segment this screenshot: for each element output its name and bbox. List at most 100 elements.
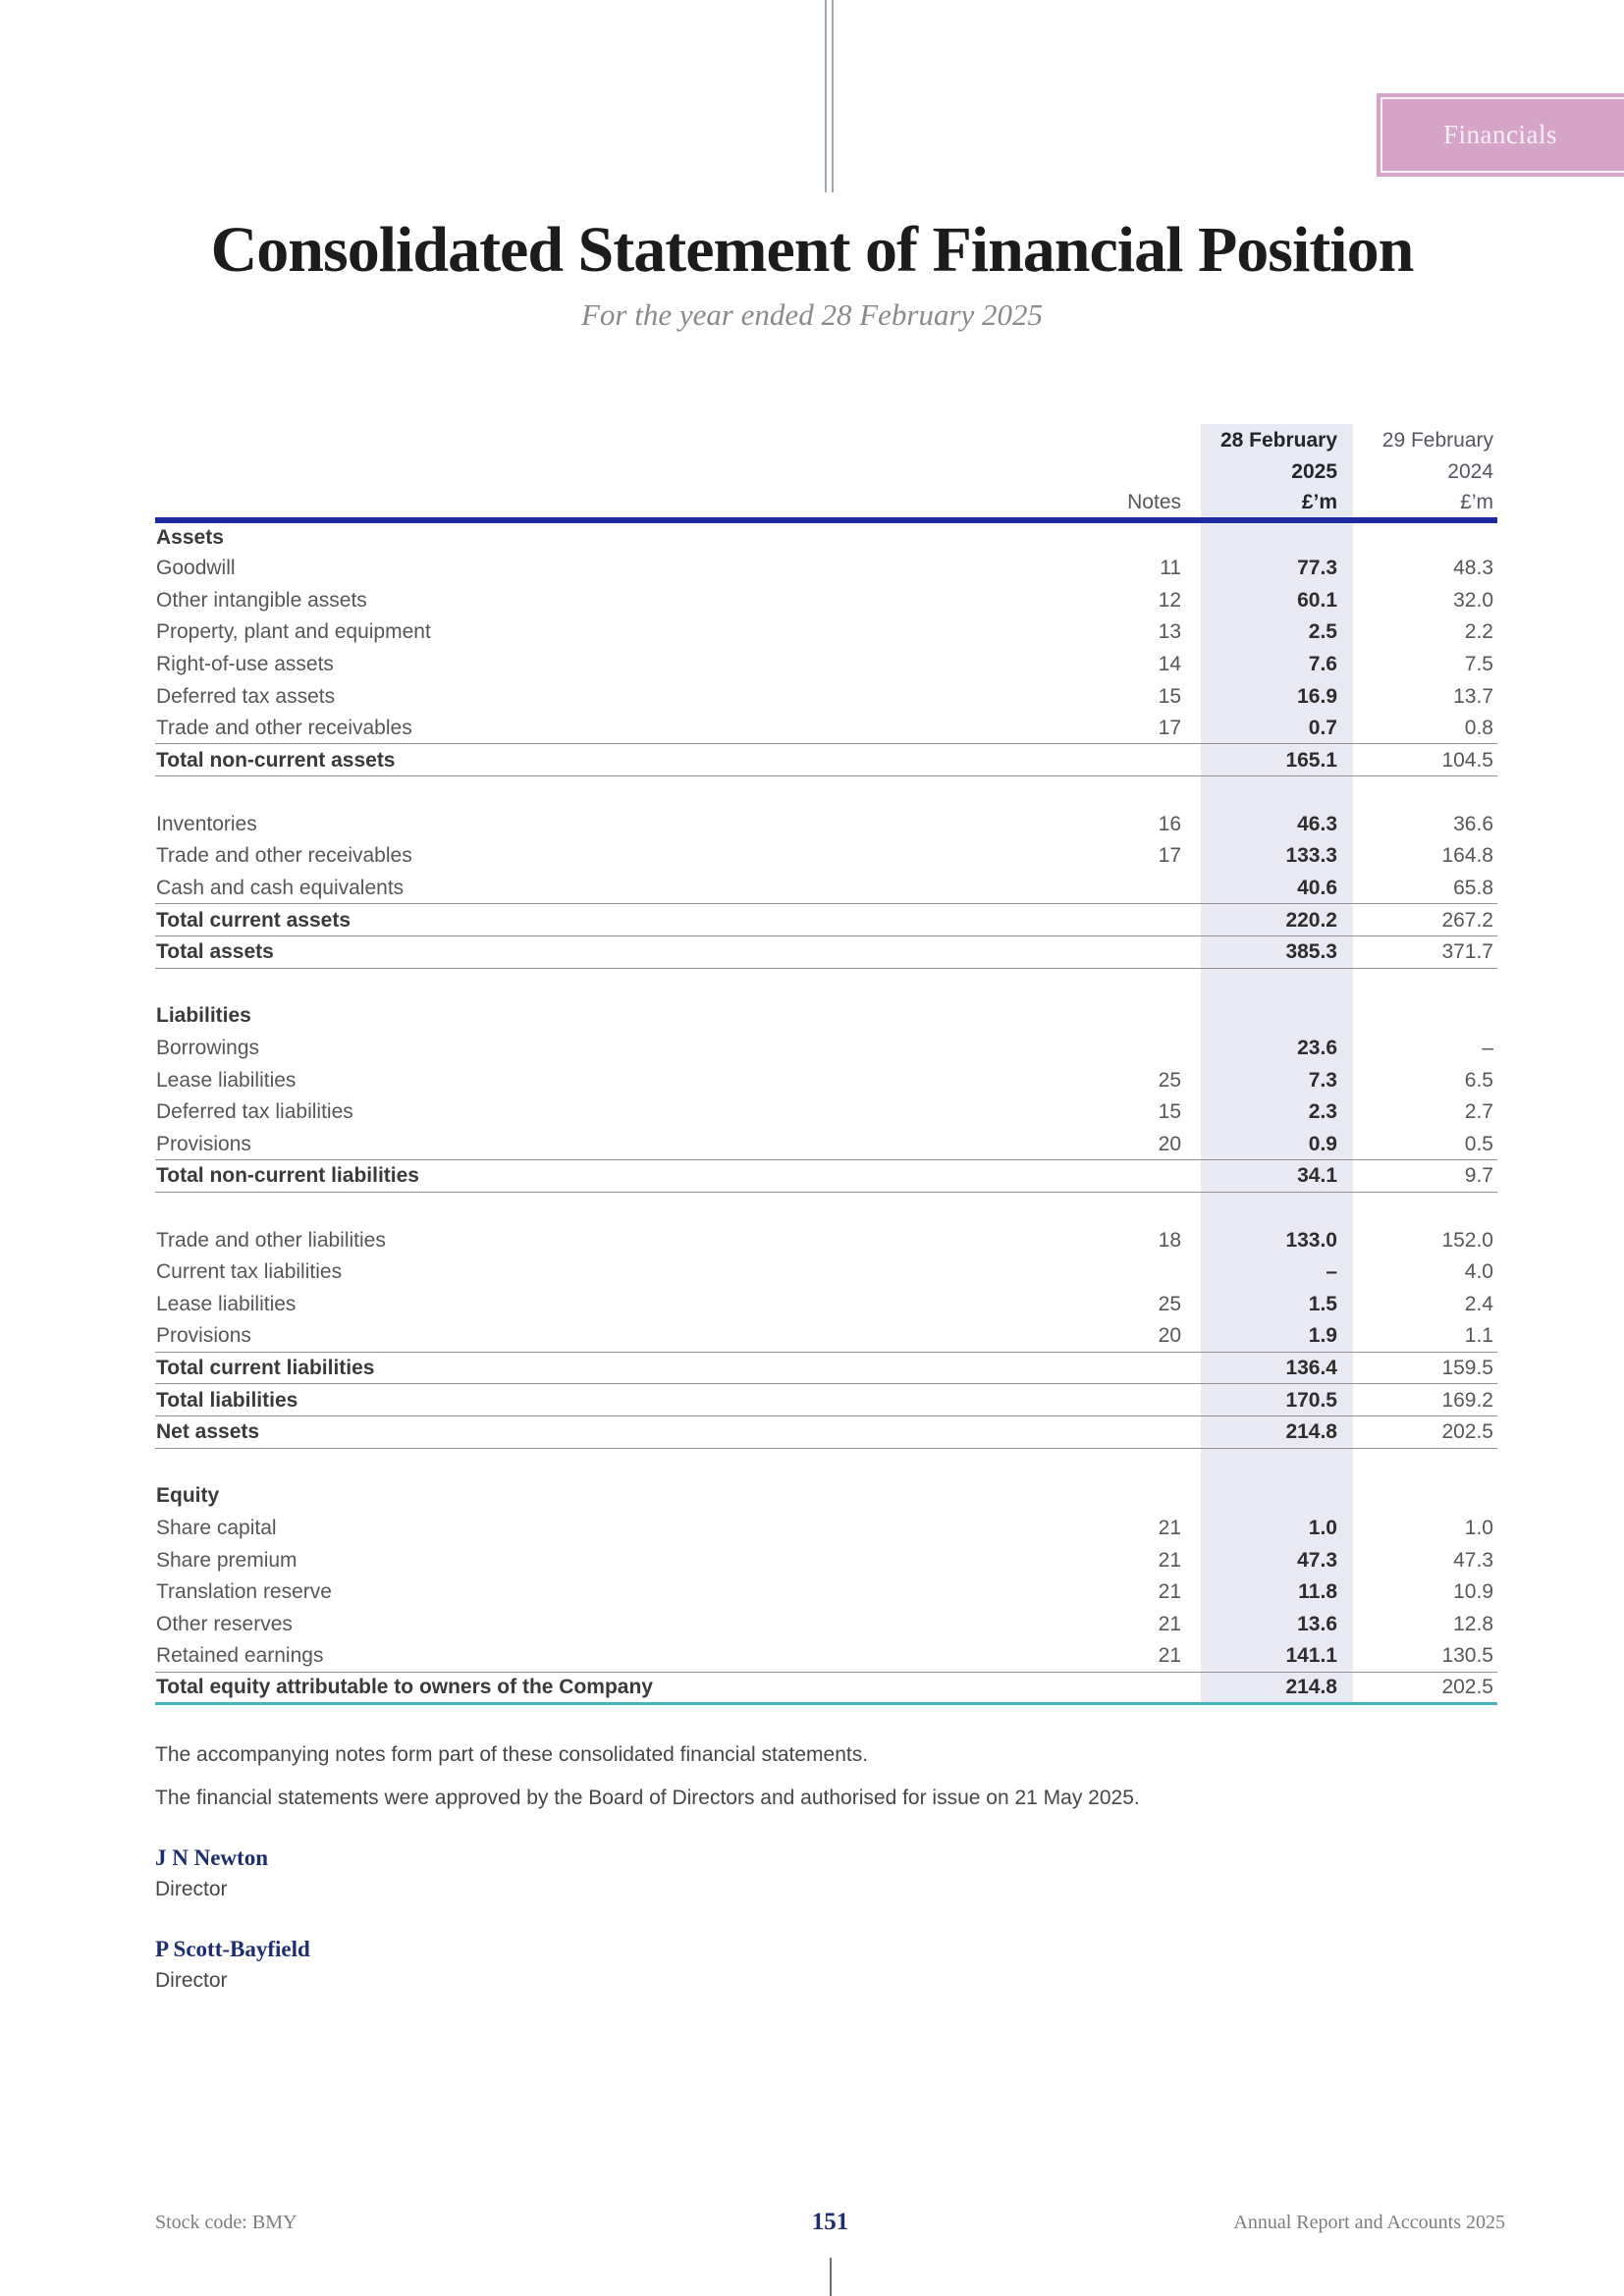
cell-label: Total current assets [155,903,1083,936]
cell-v25: 220.2 [1201,903,1353,936]
cell-v25: 136.4 [1201,1351,1353,1385]
table-row: Equity [155,1479,1497,1513]
table-row: Borrowings 23.6 – [155,1032,1497,1064]
cell-v25: 133.0 [1201,1223,1353,1256]
cell-v24 [1353,520,1497,553]
cell-v25: 47.3 [1201,1543,1353,1576]
cell-label: Total non-current assets [155,743,1083,777]
report-title: Annual Report and Accounts 2025 [1233,2212,1505,2233]
table-row: Total non-current liabilities 34.1 9.7 [155,1159,1497,1193]
cell-v24 [1353,968,1497,1000]
cell-notes: 18 [1158,1228,1181,1252]
cell-v25: – [1201,1255,1353,1289]
table-row: Share premium 21 47.3 47.3 [155,1543,1497,1576]
header-2024-line1: 29 February [1381,428,1493,452]
cell-notes: 12 [1158,588,1181,612]
cell-v25: 214.8 [1201,1415,1353,1449]
header-notes-label: Notes [1083,488,1201,523]
table-row: Trade and other receivables 17 0.7 0.8 [155,712,1497,744]
cell-v24: 9.7 [1353,1159,1497,1193]
cell-notes: 21 [1158,1580,1181,1604]
cell-notes: 15 [1158,684,1181,708]
table-row: Trade and other receivables 17 133.3 164.8 [155,839,1497,873]
cell-v24: 164.8 [1441,844,1493,868]
header-spacer [155,424,1083,456]
header-row-3: Notes £’m £’m [155,488,1497,523]
cell-v24: 169.2 [1353,1383,1497,1416]
cell-notes [1083,1000,1201,1033]
cell-notes: 21 [1158,1644,1181,1668]
table-row: Current tax liabilities – 4.0 [155,1255,1497,1289]
cell-label: Right-of-use assets [156,652,334,675]
cell-v24 [1353,1000,1497,1033]
cell-v25: 133.3 [1201,839,1353,873]
cell-label: Cash and cash equivalents [156,876,405,899]
cell-label: Assets [156,526,224,550]
page-number: 151 [811,2209,849,2235]
table-row: Retained earnings 21 141.1 130.5 [155,1639,1497,1673]
page-subtitle: For the year ended 28 February 2025 [580,297,1044,332]
cell-label: Provisions [156,1324,251,1348]
table-row: Other intangible assets 12 60.1 32.0 [155,583,1497,616]
table-row: Net assets 214.8 202.5 [155,1415,1497,1449]
cell-notes: 13 [1158,620,1181,644]
cell-v25: 60.1 [1201,583,1353,616]
table-row: Lease liabilities 25 1.5 2.4 [155,1288,1497,1320]
cell-v24: 13.7 [1453,684,1493,708]
table-row: Total liabilities 170.5 169.2 [155,1383,1497,1416]
table-row: Property, plant and equipment 13 2.5 2.2 [155,615,1497,649]
cell-notes [1083,520,1201,553]
cell-label: Other reserves [156,1612,293,1635]
cell-notes [1083,1255,1201,1288]
section-badge: Financials [1377,93,1624,177]
cell-label: Trade and other receivables [156,844,412,868]
cell-label: Trade and other liabilities [156,1228,386,1252]
header-spacer [155,456,1083,489]
table-row: Share capital 21 1.0 1.0 [155,1512,1497,1544]
cell-v24: 4.0 [1464,1260,1493,1284]
cell-v24: 152.0 [1441,1228,1493,1252]
cell-label: Share premium [156,1548,298,1572]
cell-label: Lease liabilities [156,1292,297,1315]
cell-label: Share capital [156,1516,277,1539]
cell-notes: 21 [1158,1516,1181,1539]
approval-statement: The financial statements were approved b… [155,1787,1140,1809]
cell-label: Lease liabilities [156,1068,297,1092]
cell-notes: 17 [1158,716,1181,739]
cell-v25: 141.1 [1201,1639,1353,1673]
cell-v24: 12.8 [1453,1612,1493,1635]
cell-label [155,1192,1083,1224]
table-row: Total non-current assets 165.1 104.5 [155,743,1497,777]
cell-notes: 20 [1158,1132,1181,1155]
table-row: Total assets 385.3 371.7 [155,935,1497,969]
cell-notes: 25 [1158,1292,1181,1315]
cell-v25: 0.7 [1201,712,1353,744]
cell-v24: 159.5 [1353,1351,1497,1385]
cell-notes [1083,903,1201,936]
cell-v25: 385.3 [1201,935,1353,969]
cell-label: Deferred tax assets [156,684,336,708]
cell-notes [1083,935,1201,969]
table-row: Provisions 20 0.9 0.5 [155,1128,1497,1160]
cell-label: Deferred tax liabilities [156,1100,353,1124]
table-body: Assets Goodwill 11 77.3 48.3 Other intangible… [155,519,1497,1706]
table-row: Assets [155,519,1497,553]
cell-label: Inventories [156,812,257,835]
cell-label [155,968,1083,1000]
cell-label: Total equity attributable to owners of t… [155,1671,1083,1706]
cell-v24: 47.3 [1453,1548,1493,1572]
cell-label: Property, plant and equipment [156,620,431,644]
cell-notes [1083,968,1201,1000]
table-row: Provisions 20 1.9 1.1 [155,1319,1497,1353]
cell-v24: 36.6 [1453,812,1493,835]
cell-v24 [1353,1192,1497,1224]
header-spacer [1083,456,1201,489]
cell-v25: 214.8 [1201,1671,1353,1706]
cell-label: Trade and other receivables [156,716,412,739]
cell-v24: 267.2 [1353,903,1497,936]
table-row: Lease liabilities 25 7.3 6.5 [155,1063,1497,1096]
cell-v25: 2.5 [1201,615,1353,649]
table-row: Total current liabilities 136.4 159.5 [155,1351,1497,1385]
cell-label: Current tax liabilities [156,1260,343,1284]
cell-notes [1083,743,1201,777]
